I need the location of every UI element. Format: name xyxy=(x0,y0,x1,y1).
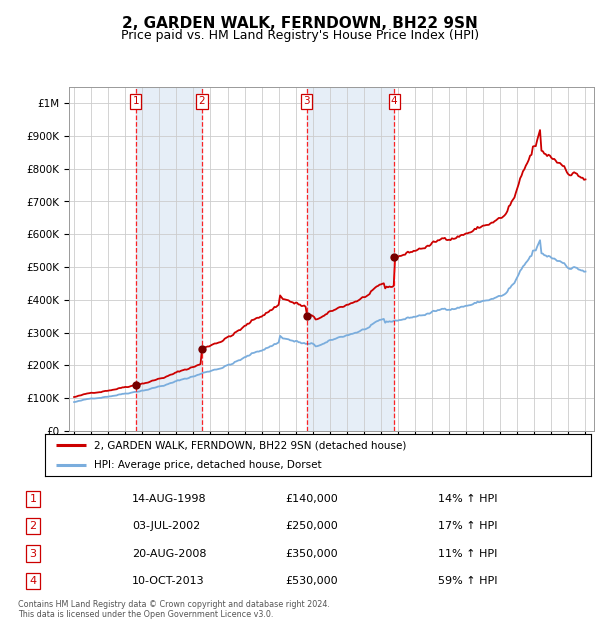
Text: 2: 2 xyxy=(199,96,205,106)
Bar xyxy=(307,87,394,431)
Text: £250,000: £250,000 xyxy=(286,521,338,531)
Text: £140,000: £140,000 xyxy=(286,494,338,504)
Text: 20-AUG-2008: 20-AUG-2008 xyxy=(132,549,206,559)
Text: 2, GARDEN WALK, FERNDOWN, BH22 9SN: 2, GARDEN WALK, FERNDOWN, BH22 9SN xyxy=(122,16,478,31)
Text: 03-JUL-2002: 03-JUL-2002 xyxy=(132,521,200,531)
Text: 2: 2 xyxy=(29,521,37,531)
Bar xyxy=(136,87,202,431)
Text: Contains HM Land Registry data © Crown copyright and database right 2024.
This d: Contains HM Land Registry data © Crown c… xyxy=(18,600,330,619)
Text: 14-AUG-1998: 14-AUG-1998 xyxy=(132,494,206,504)
Text: £350,000: £350,000 xyxy=(286,549,338,559)
Text: 1: 1 xyxy=(133,96,139,106)
Text: 2, GARDEN WALK, FERNDOWN, BH22 9SN (detached house): 2, GARDEN WALK, FERNDOWN, BH22 9SN (deta… xyxy=(94,440,407,450)
Text: 4: 4 xyxy=(391,96,398,106)
Text: 10-OCT-2013: 10-OCT-2013 xyxy=(132,576,205,586)
Text: 59% ↑ HPI: 59% ↑ HPI xyxy=(438,576,497,586)
Text: HPI: Average price, detached house, Dorset: HPI: Average price, detached house, Dors… xyxy=(94,460,322,470)
Text: 3: 3 xyxy=(29,549,37,559)
Text: 3: 3 xyxy=(304,96,310,106)
Text: 1: 1 xyxy=(29,494,37,504)
Text: 4: 4 xyxy=(29,576,37,586)
Text: 11% ↑ HPI: 11% ↑ HPI xyxy=(438,549,497,559)
Text: £530,000: £530,000 xyxy=(286,576,338,586)
Text: Price paid vs. HM Land Registry's House Price Index (HPI): Price paid vs. HM Land Registry's House … xyxy=(121,29,479,42)
Text: 14% ↑ HPI: 14% ↑ HPI xyxy=(438,494,497,504)
Text: 17% ↑ HPI: 17% ↑ HPI xyxy=(438,521,497,531)
